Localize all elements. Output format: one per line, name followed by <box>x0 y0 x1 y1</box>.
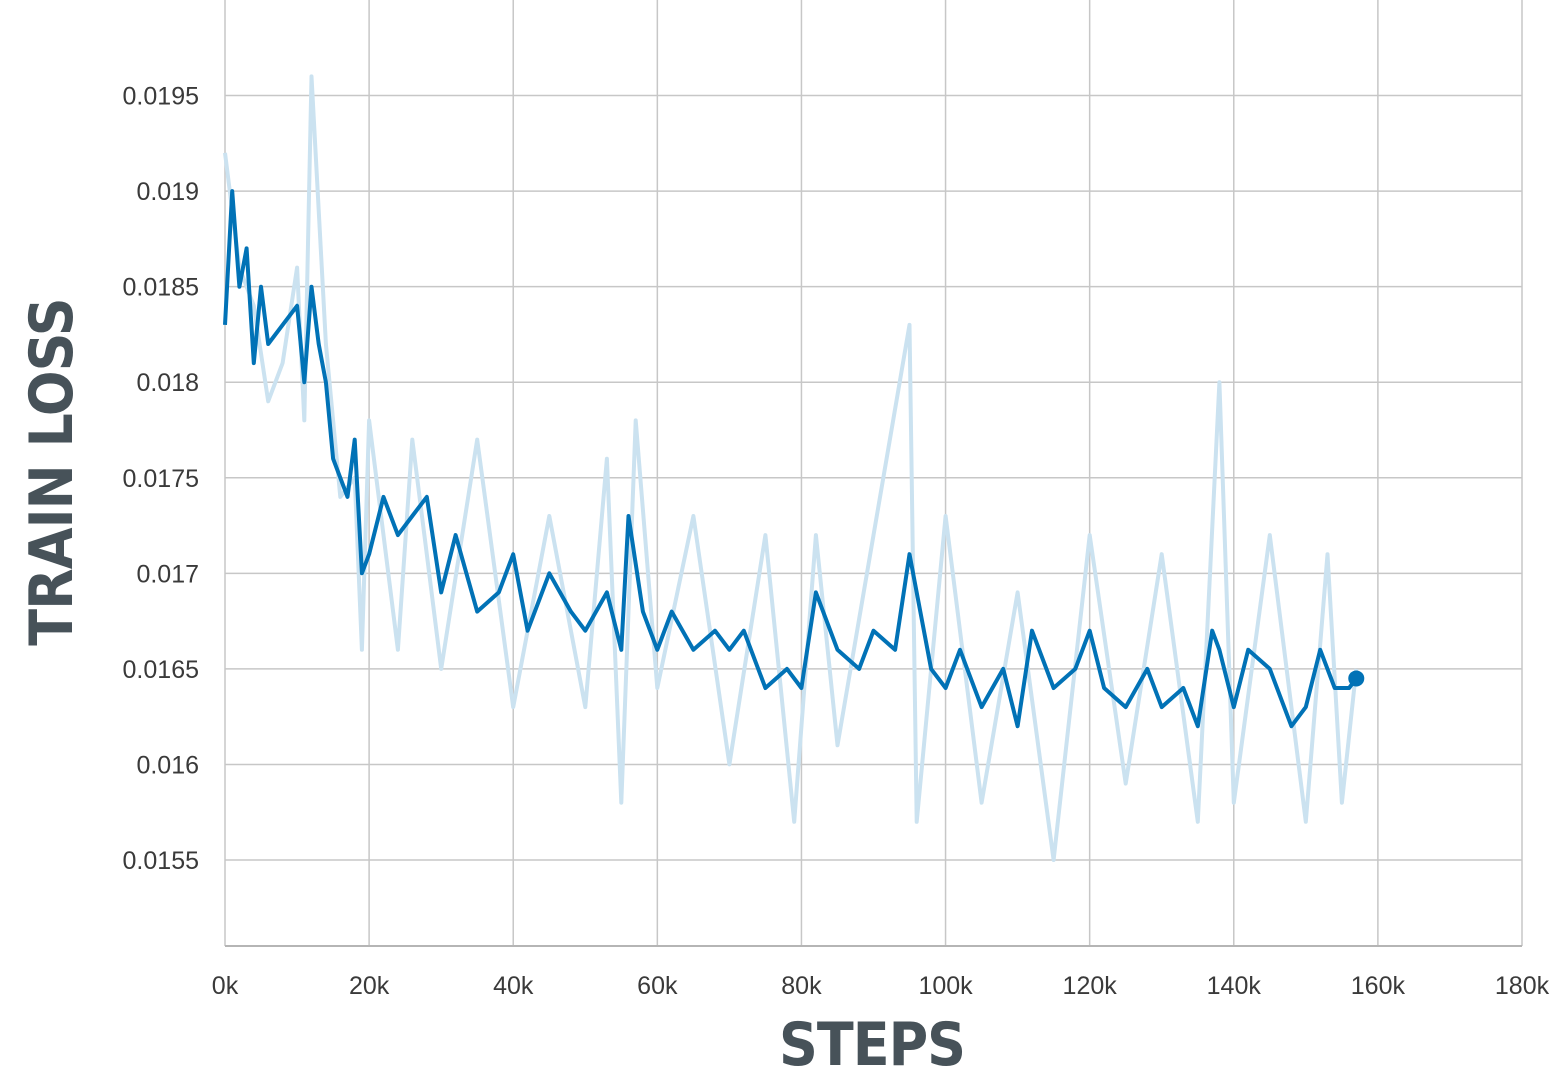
grid-lines <box>224 0 1523 947</box>
x-tick-label: 20k <box>349 972 390 1000</box>
y-tick-label: 0.0195 <box>123 83 199 111</box>
y-tick-label: 0.0175 <box>123 465 199 493</box>
x-tick-label: 180k <box>1495 972 1550 1000</box>
x-tick-label: 40k <box>493 972 534 1000</box>
y-tick-label: 0.019 <box>136 178 199 206</box>
y-tick-label: 0.0185 <box>123 274 199 302</box>
x-tick-label: 120k <box>1063 972 1118 1000</box>
raw-loss-line <box>223 74 1359 862</box>
y-axis-title: TRAIN LOSS <box>17 298 87 645</box>
y-tick-label: 0.017 <box>136 560 199 588</box>
x-tick-label: 160k <box>1351 972 1406 1000</box>
smoothed-loss-series <box>223 189 1365 729</box>
x-tick-label: 0k <box>212 972 239 1000</box>
y-axis-ticks: 0.0155 0.016 0.0165 0.017 0.0175 0.018 0.0185 0… <box>123 83 199 875</box>
y-tick-label: 0.0155 <box>123 847 199 875</box>
smoothed-loss-line <box>223 189 1358 729</box>
x-tick-label: 100k <box>918 972 973 1000</box>
x-axis-ticks: 0k 20k 40k 60k 80k 100k 120k 140k 160k 180k <box>212 972 1550 1000</box>
x-axis-title: STEPS <box>779 1010 965 1080</box>
y-tick-label: 0.0165 <box>123 656 199 684</box>
x-tick-label: 140k <box>1207 972 1262 1000</box>
y-tick-label: 0.016 <box>136 751 199 779</box>
y-tick-label: 0.018 <box>136 369 199 397</box>
raw-loss-series <box>223 74 1359 862</box>
x-tick-label: 80k <box>781 972 822 1000</box>
end-marker <box>1348 670 1365 687</box>
x-tick-label: 60k <box>637 972 678 1000</box>
